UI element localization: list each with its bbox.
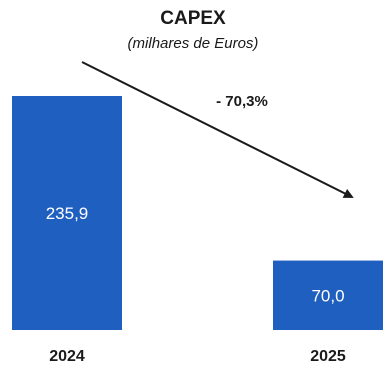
bar-value-label-2025: 70,0 — [311, 286, 344, 305]
change-annotation: - 70,3% — [216, 93, 268, 110]
category-label-2025: 2025 — [310, 348, 346, 365]
chart-subtitle: (milhares de Euros) — [128, 35, 259, 52]
chart-title: CAPEX — [160, 8, 226, 29]
bar-value-label-2024: 235,9 — [46, 204, 89, 223]
category-label-2024: 2024 — [49, 348, 85, 365]
bars-group: 235,9 2024 70,0 2025 — [12, 96, 383, 365]
bar-2024 — [12, 96, 122, 330]
trend-arrow — [81, 61, 354, 198]
bar-2025 — [273, 260, 383, 330]
